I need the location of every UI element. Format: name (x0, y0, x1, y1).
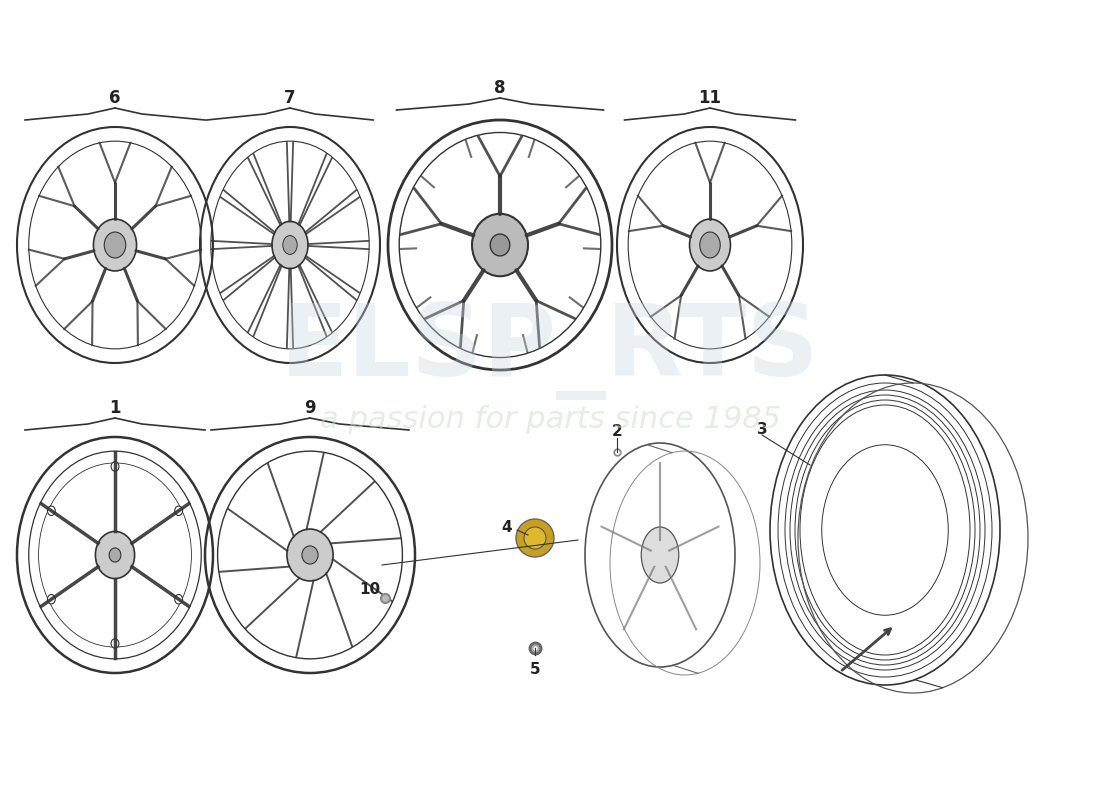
Text: 5: 5 (530, 662, 540, 678)
Ellipse shape (491, 234, 509, 256)
Text: 2: 2 (612, 425, 623, 439)
Ellipse shape (104, 232, 125, 258)
Ellipse shape (272, 222, 308, 269)
Ellipse shape (175, 506, 183, 515)
Ellipse shape (111, 462, 119, 471)
Ellipse shape (109, 548, 121, 562)
Text: 3: 3 (757, 422, 768, 438)
Ellipse shape (47, 594, 55, 604)
Ellipse shape (690, 219, 730, 271)
Ellipse shape (301, 546, 318, 564)
Text: 11: 11 (698, 89, 722, 107)
Ellipse shape (524, 527, 546, 549)
Text: 7: 7 (284, 89, 296, 107)
Text: 9: 9 (305, 399, 316, 417)
Ellipse shape (700, 232, 720, 258)
Ellipse shape (175, 594, 183, 604)
Text: 4: 4 (502, 519, 513, 534)
Ellipse shape (111, 638, 119, 648)
Ellipse shape (472, 214, 528, 276)
Ellipse shape (516, 519, 554, 557)
Ellipse shape (283, 235, 297, 254)
Ellipse shape (641, 527, 679, 583)
Ellipse shape (287, 529, 333, 581)
Text: 6: 6 (109, 89, 121, 107)
Text: 8: 8 (494, 79, 506, 97)
Ellipse shape (94, 219, 136, 271)
Ellipse shape (47, 506, 55, 515)
Ellipse shape (822, 445, 948, 615)
Text: ELSP_RTS: ELSP_RTS (280, 301, 820, 399)
Text: a passion for parts since 1985: a passion for parts since 1985 (319, 406, 781, 434)
Ellipse shape (96, 531, 134, 578)
Text: 1: 1 (109, 399, 121, 417)
Text: 10: 10 (360, 582, 381, 598)
